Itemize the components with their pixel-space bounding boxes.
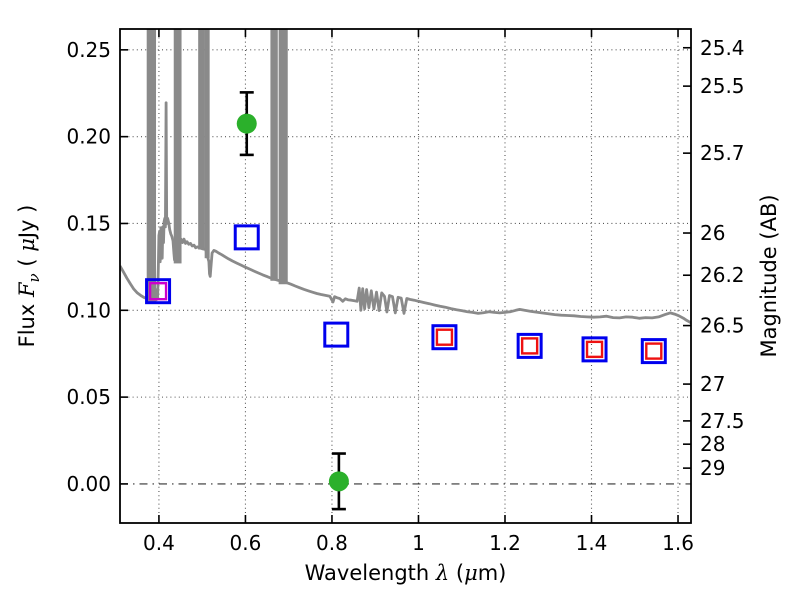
x-axis-label: Wavelength λ (μm) — [305, 561, 507, 585]
photometry-point-group — [233, 224, 260, 251]
x-tick-label: 0.4 — [143, 531, 175, 555]
x-axis-label-part: Wavelength — [305, 561, 436, 585]
emission-line-spike — [204, 29, 210, 259]
x-axis-label-part: m) — [478, 561, 507, 585]
y-tick-label-right: 27.5 — [700, 409, 745, 433]
y-axis-label-left-part: μ — [15, 238, 39, 252]
emission-line-spike — [278, 29, 288, 285]
y-tick-label-right: 26.5 — [700, 314, 745, 338]
flux-point-circle — [328, 471, 349, 492]
photometry-square — [233, 224, 260, 251]
y-tick-label-left: 0.15 — [66, 211, 111, 235]
y-tick-label-right: 26 — [700, 221, 725, 245]
photometry-square — [581, 336, 608, 363]
grid — [120, 29, 691, 523]
x-axis-label-part: ( — [449, 561, 464, 585]
photometry-point-group — [323, 321, 350, 348]
y-axis-label-left-part: F — [15, 281, 39, 298]
emission-line-spike — [198, 29, 205, 250]
x-tick-label: 1.2 — [489, 531, 521, 555]
x-tick-label: 0.8 — [316, 531, 348, 555]
y-tick-label-right: 26.2 — [700, 263, 745, 287]
model-square-red — [435, 328, 454, 346]
tick-marks — [120, 29, 691, 523]
y-tick-label-left: 0.00 — [66, 472, 111, 496]
y-tick-label-right: 29 — [700, 456, 725, 480]
photometry-point-group — [640, 338, 667, 365]
y-tick-label-left: 0.05 — [66, 385, 111, 409]
model-square-red — [645, 342, 663, 360]
y-tick-label-left: 0.25 — [66, 38, 111, 62]
flux-point-circle — [236, 113, 257, 134]
photometry-square — [640, 338, 667, 365]
x-axis-label-part: μ — [464, 561, 478, 585]
photometry-point-group — [516, 332, 543, 359]
photometry-point-group — [431, 324, 458, 351]
y-tick-label-right: 25.5 — [700, 74, 745, 98]
x-tick-label: 1 — [412, 531, 425, 555]
y-axis-label-left-part: ν — [25, 273, 43, 282]
photometry-point-group — [581, 336, 608, 363]
x-tick-label: 0.6 — [230, 531, 262, 555]
y-axis-label-left: Flux Fν ( μJy ) — [15, 205, 43, 348]
y-tick-label-left: 0.20 — [66, 125, 111, 149]
photometry-square — [431, 324, 458, 351]
model-square-magenta — [148, 281, 168, 301]
y-tick-label-right: 27 — [700, 372, 725, 396]
line-flux-point-group — [328, 452, 349, 511]
x-tick-label: 1.6 — [662, 531, 694, 555]
x-axis-label-part: λ — [435, 561, 449, 585]
y-tick-label-right: 28 — [700, 432, 725, 456]
photometry-square — [145, 278, 172, 305]
emission-line-spike — [146, 29, 157, 302]
x-tick-label: 1.4 — [576, 531, 608, 555]
y-tick-label-right: 25.4 — [700, 36, 745, 60]
y-axis-label-right: Magnitude (AB) — [757, 194, 781, 357]
photometry-square — [516, 332, 543, 359]
y-axis-label-left-part: Jy ) — [15, 205, 39, 241]
model-square-red — [585, 340, 604, 359]
emission-line-spike — [173, 29, 182, 264]
y-tick-label-right: 25.7 — [700, 141, 745, 165]
y-tick-label-left: 0.10 — [66, 298, 111, 322]
line-flux-point-group — [236, 91, 257, 157]
y-axis-label-left-part: Flux — [15, 297, 39, 347]
model-square-red — [520, 337, 539, 355]
photometry-square — [323, 321, 350, 348]
y-axis-label-left-part: ( — [15, 252, 39, 274]
spectrum-group — [120, 29, 691, 325]
spectrum-line — [120, 101, 691, 325]
emission-line-spike — [270, 29, 278, 281]
photometry-point-group — [145, 278, 172, 305]
